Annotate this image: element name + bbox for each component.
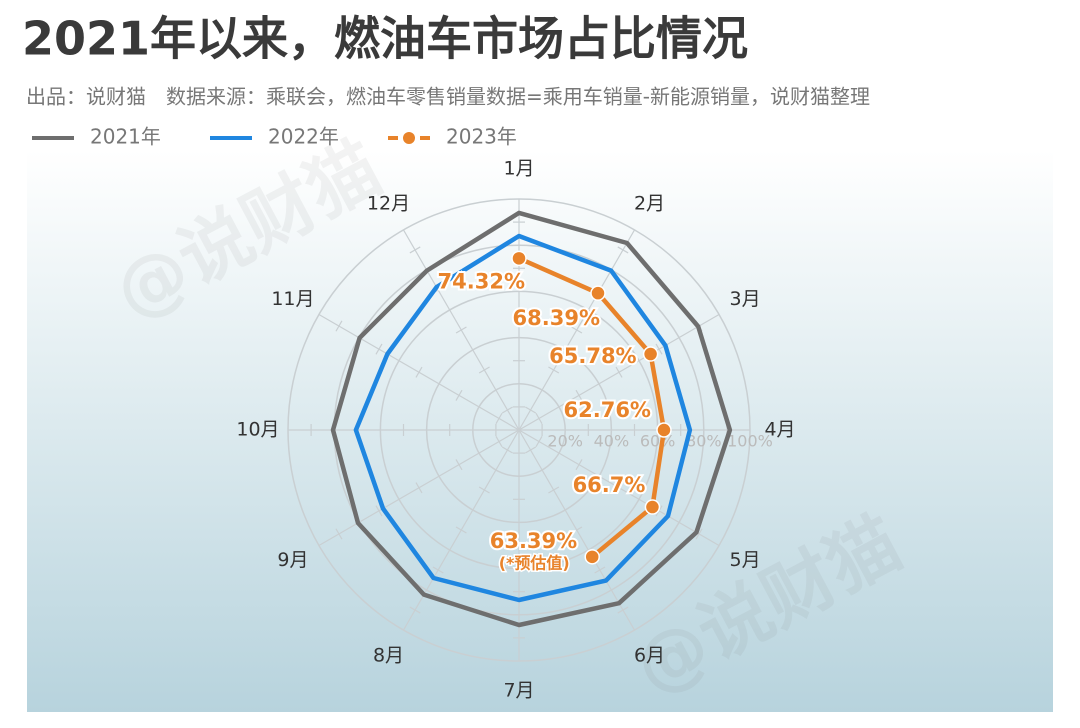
annotation: (*预估值)	[499, 553, 570, 572]
data-point	[642, 346, 659, 362]
r-tick-label: 40%	[594, 432, 630, 451]
spoke-tick	[375, 343, 383, 355]
category-label: 6月	[634, 645, 665, 667]
spoke-tick	[695, 528, 703, 540]
series-line	[330, 210, 733, 628]
legend-label: 2022年	[268, 125, 339, 149]
spoke-tick	[617, 606, 629, 614]
series-line	[518, 256, 667, 559]
data-point	[511, 250, 527, 267]
spoke-tick	[594, 566, 606, 574]
spoke-tick	[525, 446, 537, 454]
data-label: 65.78%	[549, 344, 636, 368]
spoke-tick	[535, 412, 543, 424]
spoke-tick	[495, 436, 503, 448]
legend-label: 2021年	[90, 125, 161, 149]
legend-marker	[403, 132, 415, 144]
category-label: 1月	[503, 157, 534, 179]
spoke-tick	[409, 606, 421, 614]
spoke-tick	[455, 459, 463, 471]
spoke-tick	[375, 505, 383, 517]
spoke-tick	[575, 459, 583, 471]
data-label: 74.32%	[438, 269, 525, 293]
spoke-tick	[615, 366, 623, 378]
data-label: 63.39%	[490, 529, 577, 553]
spoke-tick	[575, 389, 583, 401]
category-label: 4月	[764, 419, 795, 441]
spoke-tick	[548, 366, 560, 374]
category-label: 11月	[271, 288, 314, 310]
spoke-tick	[455, 326, 467, 334]
spoke-tick	[501, 446, 513, 454]
spoke-tick	[415, 366, 423, 378]
category-label: 8月	[373, 645, 404, 667]
spoke-tick	[571, 326, 583, 334]
spoke-tick	[615, 482, 623, 494]
spoke-tick	[415, 482, 423, 494]
data-point	[584, 549, 600, 565]
spoke-tick	[335, 320, 343, 332]
data-label: 66.7%	[573, 473, 646, 497]
spoke-tick	[501, 406, 513, 414]
category-label: 10月	[236, 419, 279, 441]
spoke-tick	[455, 526, 467, 534]
legend: 2021年 2022年 2023年	[32, 125, 517, 149]
spoke-tick	[335, 528, 343, 540]
spoke-tick	[525, 406, 537, 414]
category-label: 7月	[503, 680, 534, 702]
legend-label: 2023年	[446, 125, 517, 149]
spoke-tick	[535, 436, 543, 448]
chart-title: 2021年以来，燃油车市场占比情况	[22, 12, 748, 66]
spoke-tick	[571, 526, 583, 534]
spoke-tick	[548, 486, 560, 494]
spoke-tick	[409, 246, 421, 254]
spoke-tick	[478, 366, 490, 374]
spoke-tick	[432, 566, 444, 574]
chart-subtitle: 出品：说财猫 数据来源：乘联会，燃油车零售销量数据=乘用车销量-新能源销量，说财…	[26, 85, 870, 109]
category-label: 3月	[730, 288, 761, 310]
category-label: 5月	[730, 549, 761, 571]
data-label: 62.76%	[564, 398, 651, 422]
data-point	[590, 285, 606, 301]
spoke-tick	[478, 486, 490, 494]
r-tick-label: 80%	[686, 432, 722, 451]
spoke-tick	[495, 412, 503, 424]
data-label: 68.39%	[513, 306, 600, 330]
spoke-tick	[455, 389, 463, 401]
category-label: 2月	[634, 192, 665, 214]
data-point	[644, 499, 661, 515]
series-line	[353, 233, 693, 603]
r-tick-label: 20%	[547, 432, 583, 451]
spoke-tick	[617, 246, 629, 254]
r-tick-label: 100%	[727, 432, 773, 451]
category-label: 9月	[277, 549, 308, 571]
category-label: 12月	[367, 192, 410, 214]
spoke-tick	[655, 343, 663, 355]
data-point	[656, 422, 672, 438]
